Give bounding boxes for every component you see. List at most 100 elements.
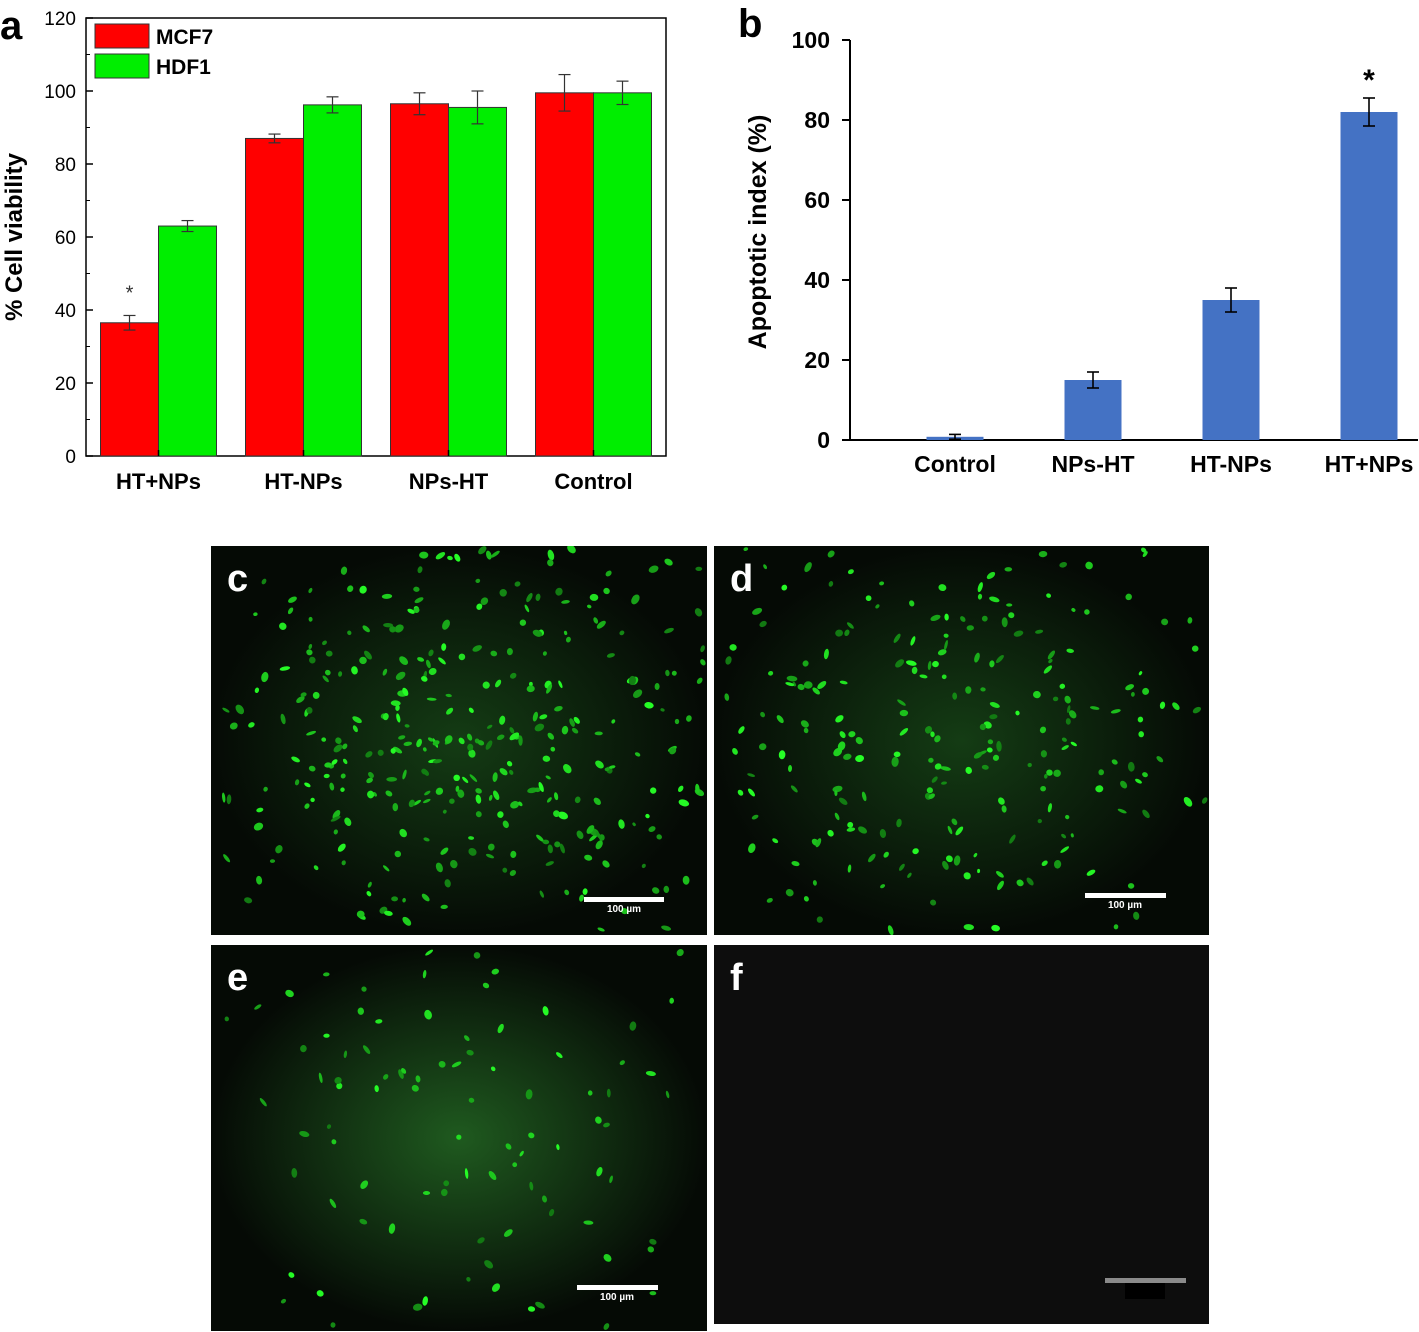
fluorescent-cell — [359, 656, 367, 665]
fluorescent-cell — [487, 843, 495, 851]
fluorescent-cell — [839, 731, 846, 739]
fluorescent-cell — [546, 684, 553, 694]
fluorescent-cell — [360, 1180, 369, 1189]
fluorescent-cell — [269, 859, 276, 863]
significance-star: * — [1363, 64, 1375, 97]
fluorescent-cell — [660, 708, 665, 712]
fluorescent-cell — [221, 792, 226, 803]
fluorescent-cell — [838, 797, 848, 805]
fluorescent-cell — [1059, 683, 1066, 689]
fluorescent-cell — [973, 852, 978, 858]
fluorescent-cell — [545, 775, 551, 780]
fluorescent-cell — [682, 875, 690, 885]
fluorescent-cell — [451, 1061, 462, 1068]
fluorescent-cell — [664, 627, 674, 634]
fluorescent-cell — [321, 737, 327, 742]
fluorescent-cell — [663, 885, 670, 893]
fluorescent-cell — [893, 633, 901, 643]
fluorescent-cell — [478, 546, 487, 555]
fluorescent-cell — [396, 713, 401, 723]
fluorescent-cell — [399, 828, 407, 838]
fluorescent-cell — [280, 713, 286, 725]
fluorescent-cell — [509, 870, 517, 876]
y-axis-label: % Cell viability — [1, 152, 28, 321]
fluorescent-cell — [816, 916, 823, 923]
fluorescent-cell — [462, 776, 469, 784]
fluorescent-cell — [288, 1272, 295, 1278]
fluorescent-cell — [603, 1323, 610, 1330]
fluorescent-cell — [1141, 547, 1147, 553]
fluorescent-cell — [519, 619, 527, 626]
fluorescent-cell — [941, 674, 947, 680]
fluorescent-cell — [804, 562, 812, 573]
fluorescent-cell — [1125, 684, 1135, 691]
fluorescent-cell — [557, 811, 569, 820]
fluorescent-cell — [1043, 665, 1053, 674]
fluorescent-cell — [977, 593, 983, 600]
fluorescent-cell — [313, 865, 319, 871]
x-tick-label: NPs-HT — [1051, 451, 1134, 477]
fluorescent-cell — [1191, 645, 1199, 652]
fluorescent-cell — [676, 949, 684, 957]
fluorescent-cell — [440, 847, 449, 855]
fluorescent-cell — [930, 899, 937, 906]
fluorescent-cell — [875, 604, 880, 609]
fluorescent-cell — [539, 714, 548, 720]
scale-bar-d — [1085, 893, 1166, 898]
y-tick-label: 20 — [804, 347, 830, 373]
fluorescent-cell — [1043, 773, 1048, 779]
fluorescent-cell — [766, 898, 773, 903]
fluorescent-cell — [1026, 877, 1034, 886]
fluorescent-cell — [344, 817, 352, 827]
bar-3 — [1340, 112, 1398, 440]
fluorescent-cell — [506, 648, 513, 656]
fluorescent-cell — [1047, 803, 1052, 813]
fluorescent-cell — [475, 794, 482, 804]
fluorescent-cell — [927, 661, 932, 670]
fluorescent-cell — [466, 1276, 471, 1282]
fluorescent-cell — [1061, 737, 1067, 742]
fluorescent-cell — [475, 788, 482, 794]
fluorescent-cell — [586, 825, 595, 834]
fluorescent-cell — [847, 821, 854, 828]
legend-swatch-hdf1 — [94, 53, 150, 79]
fluorescent-cell — [486, 724, 493, 729]
fluorescent-cell — [563, 630, 568, 636]
fluorescent-cell — [435, 552, 446, 560]
fluorescent-cell — [584, 854, 593, 861]
fluorescent-cell — [1066, 705, 1071, 714]
fluorescent-cell — [847, 864, 852, 873]
fluorescent-cell — [308, 643, 313, 650]
fluorescent-cell — [329, 1198, 337, 1209]
fluorescent-cell — [1009, 834, 1016, 844]
fluorescent-cell — [421, 676, 428, 682]
fluorescent-cell — [499, 715, 506, 725]
bar-hdf1-0 — [158, 225, 217, 457]
fluorescent-cell — [475, 811, 482, 818]
fluorescent-cell — [280, 1298, 287, 1304]
fluorescent-cell — [226, 794, 232, 805]
fluorescent-cell — [611, 719, 616, 724]
fluorescent-cell — [724, 693, 730, 701]
fluorescent-cell — [306, 730, 317, 736]
fluorescent-cell — [945, 855, 953, 863]
fluorescent-cell — [367, 881, 372, 888]
fluorescent-cell — [428, 649, 434, 657]
fluorescent-cell — [608, 765, 616, 769]
fluorescent-cell — [942, 860, 949, 870]
fluorescent-cell — [248, 722, 255, 728]
fluorescent-cell — [1008, 612, 1015, 619]
fluorescent-cell — [695, 783, 700, 794]
fluorescent-cell — [447, 555, 453, 561]
fluorescent-cell — [934, 735, 941, 743]
fluorescent-cell — [861, 791, 867, 802]
x-tick-label: NPs-HT — [409, 469, 489, 494]
fluorescent-cell — [634, 752, 641, 757]
fluorescent-cell — [989, 714, 998, 720]
fluorescent-cell — [573, 716, 580, 724]
fluorescent-cell — [458, 737, 465, 745]
fluorescent-cell — [803, 681, 813, 689]
fluorescent-cell — [1110, 709, 1121, 714]
fluorescent-cell — [326, 1124, 332, 1129]
fluorescent-cell — [402, 897, 406, 903]
